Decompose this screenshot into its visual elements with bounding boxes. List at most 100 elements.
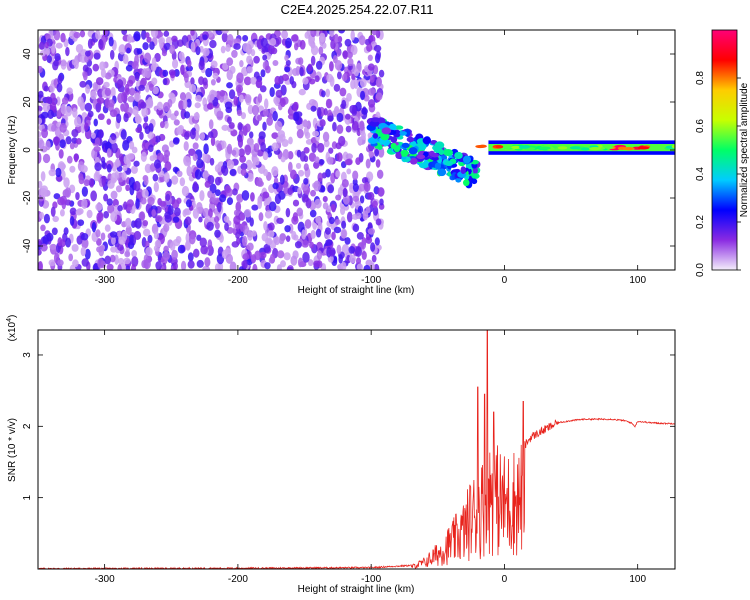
spectrogram-cell	[225, 253, 234, 264]
spectrogram-cell	[143, 258, 151, 270]
spectrogram-cell	[258, 212, 264, 222]
spectrogram-cell	[236, 236, 241, 246]
spectrogram-cell	[42, 102, 51, 112]
spectrogram-cell	[79, 80, 87, 88]
spectrogram-cell	[284, 54, 289, 62]
spectrogram-cell	[310, 55, 316, 66]
spectrogram-cell	[510, 145, 522, 150]
spectrogram-cell	[144, 67, 152, 79]
spectrogram-cell	[198, 60, 205, 71]
spectrogram-cell	[57, 237, 63, 247]
spectrogram-cell	[226, 143, 233, 155]
spectrogram-cell	[262, 121, 267, 131]
spectrogram-cell	[370, 117, 380, 123]
spectrogram-cell	[229, 261, 237, 270]
spectrogram-cell	[172, 239, 181, 247]
spectrogram-cell	[212, 72, 219, 80]
spectrogram-cell	[322, 202, 329, 210]
spectrogram-cell	[328, 147, 334, 154]
spectrogram-cell	[336, 244, 342, 255]
spectrogram-cell	[290, 255, 298, 266]
spectrogram-cell	[671, 145, 675, 149]
spectrogram-cell	[162, 69, 169, 77]
spectrogram-cell	[296, 129, 304, 139]
spectrogram-cell	[341, 99, 347, 109]
spectrogram-cell	[357, 205, 364, 214]
spectrogram-cell	[176, 197, 182, 204]
spectrogram-cell	[350, 45, 358, 56]
spectrogram-cell	[238, 148, 245, 158]
spectrogram-cell	[344, 237, 351, 245]
spectrogram-cell	[337, 35, 343, 43]
spectrogram-cell	[123, 257, 131, 265]
spectrogram-cell	[288, 161, 293, 173]
spectrogram-cell	[78, 176, 85, 185]
spectrogram-cell	[162, 78, 168, 86]
spectrogram-cell	[286, 266, 293, 270]
snr-scale-label: (x104)	[6, 315, 18, 342]
spectrogram-cell	[49, 101, 57, 111]
spectrogram-cell	[356, 231, 364, 240]
spectrogram-cell	[148, 144, 154, 153]
spectrogram-cell	[183, 141, 189, 151]
spectrogram-cell	[245, 159, 253, 171]
spectrogram-cell	[331, 203, 336, 211]
snr-x-tick-label: -100	[361, 574, 381, 585]
spectrogram-cell	[251, 204, 259, 211]
spectrogram-cell	[185, 65, 194, 72]
spectrogram-cell	[94, 137, 101, 147]
spectrogram-cell	[495, 145, 504, 149]
spectrogram-cell	[216, 110, 224, 121]
spectrogram-cell	[269, 86, 275, 98]
spectrogram-cell	[369, 75, 375, 83]
spectrogram-cell	[327, 184, 335, 194]
spectrogram-cell	[298, 88, 306, 96]
spectrogram-cell	[196, 158, 204, 169]
spectrogram-cell	[237, 122, 243, 131]
spectrogram-cell	[151, 209, 156, 217]
spectrogram-cell	[184, 216, 192, 226]
spectrogram-cell	[207, 190, 213, 199]
spectrogram-cell	[274, 120, 283, 132]
spectrogram-cell	[329, 61, 334, 72]
spectrogram-cell	[163, 223, 170, 233]
spectrogram-cell	[393, 145, 401, 153]
spectrogram-cell	[155, 215, 163, 223]
spectrogram-cell	[342, 50, 349, 60]
spectrogram-cell	[63, 177, 70, 188]
spectrogram-cell	[301, 229, 307, 240]
spectrogram-cell	[186, 59, 192, 68]
spectrogram-cell	[370, 242, 376, 252]
spectrogram-cell	[301, 240, 309, 248]
spectrogram-cell	[308, 36, 314, 47]
spectrogram-cell	[192, 208, 200, 219]
spectrogram-cell	[118, 44, 127, 55]
spectrogram-cell	[358, 35, 366, 46]
spectrogram-cell	[454, 151, 463, 160]
spectrogram-cell	[312, 130, 320, 137]
spectrogram-cell	[219, 194, 227, 203]
spectrogram-cell	[259, 251, 267, 259]
spectrogram-cell	[231, 188, 238, 196]
spectrogram-x-tick-label: 100	[629, 275, 646, 286]
spectrogram-cell	[187, 260, 195, 269]
spectrogram-cell	[65, 237, 72, 248]
spectrogram-cell	[64, 106, 73, 117]
spectrogram-cell	[121, 171, 127, 181]
spectrogram-cell	[170, 175, 179, 185]
spectrogram-cell	[287, 150, 294, 160]
spectrogram-cell	[210, 60, 218, 69]
spectrogram-y-tick-label: -20	[22, 190, 33, 205]
spectrogram-cell	[235, 201, 242, 212]
spectrogram-cell	[333, 33, 339, 44]
spectrogram-cell	[239, 223, 245, 232]
spectrogram-cell	[231, 149, 237, 156]
spectrogram-cell	[131, 60, 139, 70]
spectrogram-cell	[345, 153, 353, 160]
spectrogram-cell	[50, 206, 56, 217]
spectrogram-cell	[299, 39, 306, 50]
spectrogram-cell	[344, 38, 352, 47]
spectrogram-cell	[125, 64, 133, 72]
spectrogram-cell	[367, 99, 376, 108]
spectrogram-cell	[111, 236, 116, 245]
